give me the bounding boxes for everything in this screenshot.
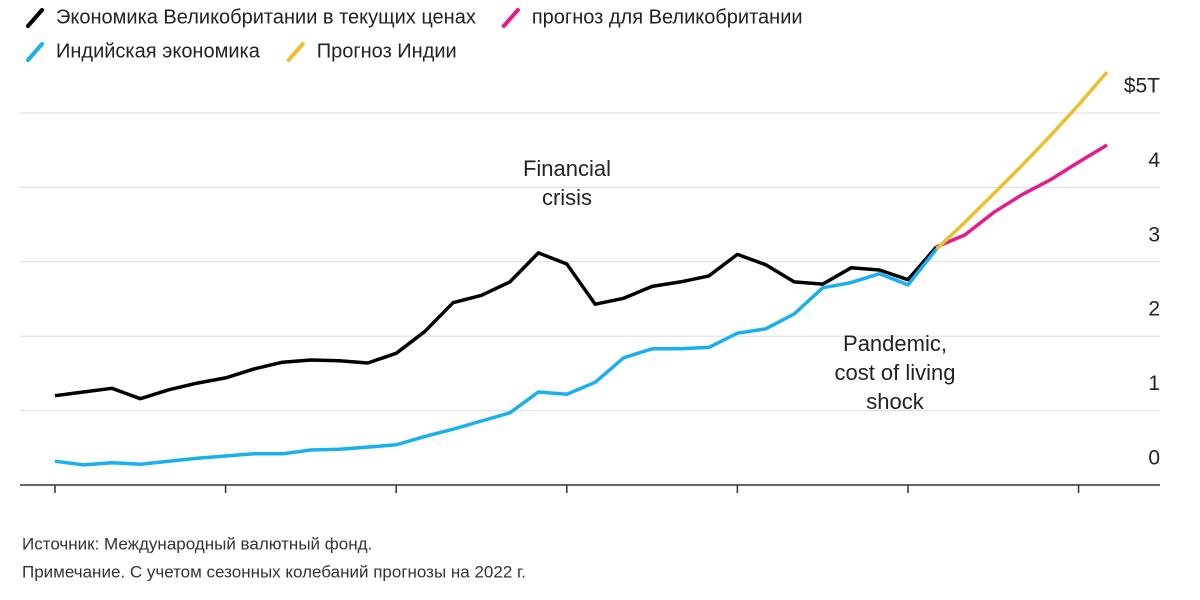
y-tick-label: 1 — [1148, 372, 1160, 395]
annotation: Financial — [523, 156, 611, 181]
annotation: Pandemic, — [843, 331, 947, 356]
annotation: crisis — [542, 185, 592, 210]
legend-label: прогноз для Великобритании — [532, 6, 803, 28]
y-tick-label: 2 — [1148, 298, 1160, 321]
footer-note: Источник: Международный валютный фонд. — [22, 534, 372, 553]
y-tick-label: $5T — [1124, 75, 1160, 98]
series-line — [935, 70, 1109, 251]
legend-label: Прогноз Индии — [317, 40, 457, 62]
legend-swatch — [26, 42, 44, 62]
y-tick-label: 3 — [1148, 223, 1160, 246]
y-tick-label: 0 — [1148, 447, 1160, 470]
series-line — [935, 143, 1108, 249]
footer-note: Примечание. С учетом сезонных колебаний … — [22, 562, 526, 581]
y-tick-label: 4 — [1148, 149, 1160, 172]
legend-swatch — [286, 42, 305, 62]
legend-swatch — [501, 8, 520, 28]
annotation: shock — [866, 389, 924, 414]
legend-label: Экономика Великобритании в текущих ценах — [56, 6, 476, 28]
legend-label: Индийская экономика — [56, 40, 261, 62]
legend-swatch — [26, 8, 44, 28]
series-line — [54, 248, 938, 467]
annotation: cost of living — [834, 360, 955, 385]
series-line — [54, 245, 938, 401]
